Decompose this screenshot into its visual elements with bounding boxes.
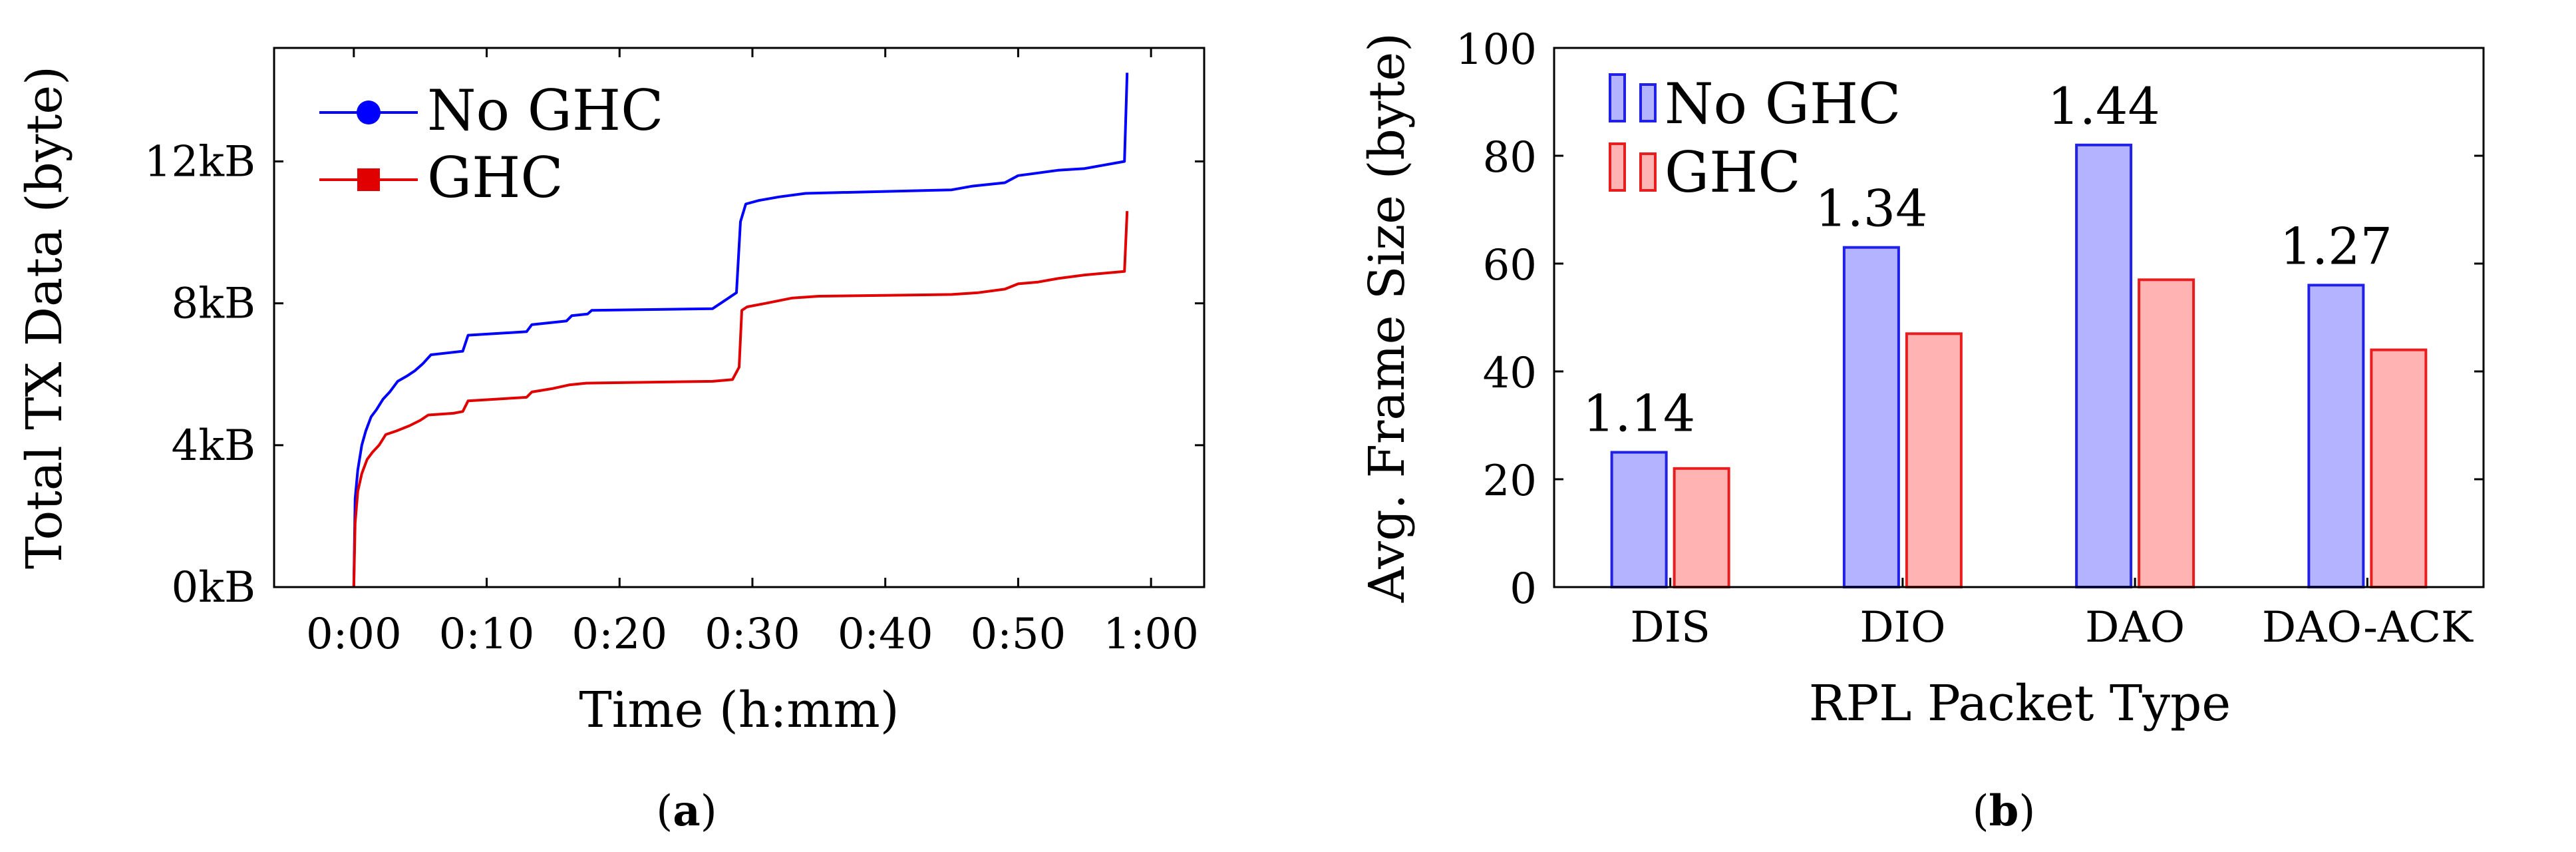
y-tick-label: 8kB <box>171 280 255 329</box>
category-label: DAO-ACK <box>2262 603 2474 652</box>
y-tick-label: 0 <box>1510 564 1537 614</box>
legend-ghc-swatch-1 <box>1609 142 1626 192</box>
x-tick-label: 0:00 <box>306 610 402 659</box>
chart-a-tick-labels: 0:00 0:10 0:20 0:30 0:40 0:50 1:00 0kB 4kB 8kB 12k… <box>144 138 1199 659</box>
chart-a-xlabel: Time (h:mm) <box>579 682 899 739</box>
ratio-label: 1.27 <box>2280 216 2392 276</box>
series-line-ghc <box>352 211 1129 588</box>
category-label: DIO <box>1859 603 1945 652</box>
category-label: DAO <box>2085 603 2185 652</box>
x-tick-label: 0:10 <box>439 610 535 659</box>
legend-ghc-label: GHC <box>1665 140 1801 205</box>
x-tick-label: 1:00 <box>1103 610 1199 659</box>
chart-b-ylabel: Avg. Frame Size (byte) <box>1359 33 1416 603</box>
ratio-label: 1.34 <box>1815 179 1927 238</box>
y-tick-label: 80 <box>1483 133 1537 182</box>
caption-a: (a) <box>656 786 717 836</box>
legend-no-ghc-swatch-2 <box>1639 83 1657 122</box>
legend-ghc-label: GHC <box>427 145 564 210</box>
y-tick-label: 4kB <box>171 421 255 471</box>
chart-b-frame <box>1553 47 2485 588</box>
legend-ghc-marker <box>357 168 380 191</box>
legend-no-ghc-marker <box>357 101 381 124</box>
ratio-label: 1.14 <box>1583 384 1695 443</box>
bar-no-ghc-dao <box>2075 143 2133 589</box>
chart-b-xlabel: RPL Packet Type <box>1809 675 2231 732</box>
x-tick-label: 0:20 <box>571 610 667 659</box>
bar-ghc-dao-ack <box>2370 348 2428 588</box>
x-tick-label: 0:30 <box>705 610 800 659</box>
bar-no-ghc-dao-ack <box>2307 284 2365 588</box>
series-line-no-ghc <box>352 73 1129 588</box>
y-tick-label: 100 <box>1456 25 1537 75</box>
chart-a-series <box>352 73 1129 588</box>
category-label: DIS <box>1630 603 1710 652</box>
legend-no-ghc-swatch-1 <box>1609 73 1626 122</box>
chart-a-ylabel: Total TX Data (byte) <box>16 66 73 569</box>
bar-ghc-dis <box>1673 467 1730 588</box>
chart-b-ratio-labels: 1.14 1.34 1.44 1.27 <box>1583 77 2392 443</box>
legend-no-ghc-label: No GHC <box>1665 71 1901 136</box>
chart-b-tick-labels: 0 20 40 60 80 100 DIS DIO DAO DAO-ACK <box>1456 25 2474 652</box>
x-tick-label: 0:50 <box>971 610 1066 659</box>
bar-no-ghc-dio <box>1842 246 1900 588</box>
chart-a-legend: No GHC GHC <box>319 78 663 210</box>
bar-ghc-dio <box>1905 332 1963 588</box>
y-tick-label: 20 <box>1483 457 1537 506</box>
caption-b: (b) <box>1973 786 2036 836</box>
legend-no-ghc-label: No GHC <box>427 78 663 143</box>
y-tick-label: 12kB <box>144 138 255 187</box>
legend-ghc-swatch-2 <box>1639 152 1657 192</box>
y-tick-label: 60 <box>1483 241 1537 290</box>
y-tick-label: 40 <box>1483 349 1537 398</box>
chart-a-frame <box>273 47 1206 588</box>
line-chart: 0:00 0:10 0:20 0:30 0:40 0:50 1:00 0kB 4kB 8kB 12k… <box>16 47 1206 836</box>
bar-no-ghc-dis <box>1610 451 1668 588</box>
x-tick-label: 0:40 <box>838 610 933 659</box>
chart-b-legend: No GHC GHC <box>1609 71 1901 205</box>
chart-b-bars <box>1610 143 2428 589</box>
y-tick-label: 0kB <box>171 563 255 612</box>
bar-chart: 0 20 40 60 80 100 DIS DIO DAO DAO-ACK 1.14 1.34 1.4… <box>1359 25 2485 836</box>
ratio-label: 1.44 <box>2048 77 2160 136</box>
bar-ghc-dao <box>2138 278 2195 588</box>
